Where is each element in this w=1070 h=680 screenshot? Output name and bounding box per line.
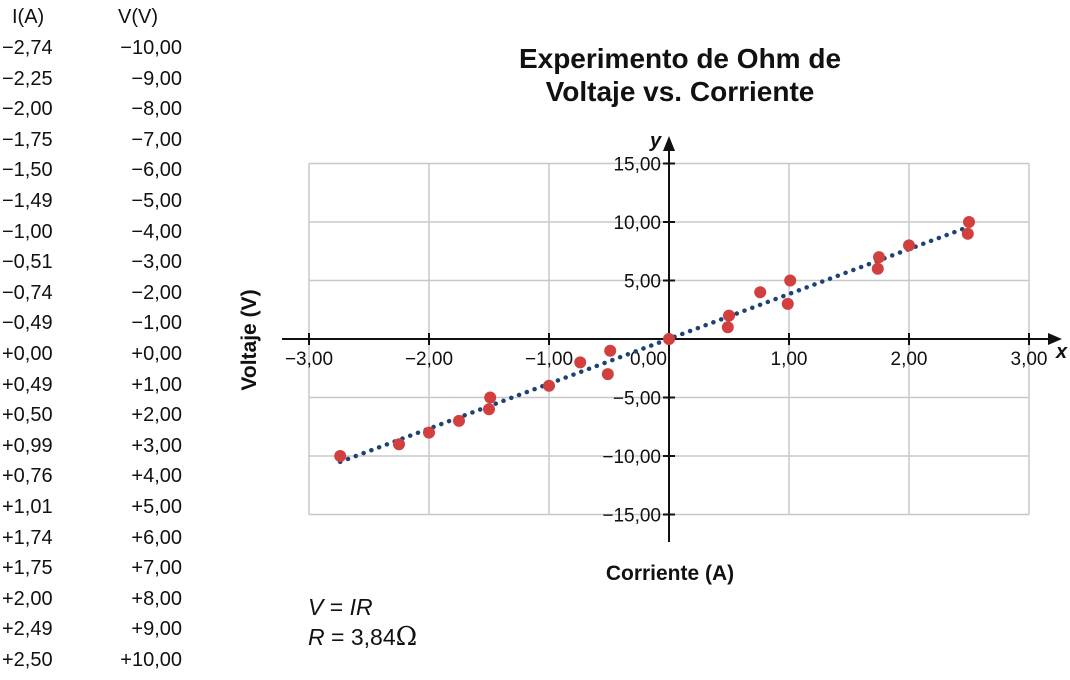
data-point xyxy=(721,321,734,334)
cell-current: −1,75 xyxy=(2,128,53,151)
data-point xyxy=(663,333,675,345)
y-axis-label: Voltaje (V) xyxy=(238,289,261,391)
cell-voltage: +3,00 xyxy=(131,434,182,457)
cell-current: +0,99 xyxy=(2,434,53,457)
x-axis-label: Corriente (A) xyxy=(605,562,735,585)
cell-voltage: −3,00 xyxy=(131,251,182,274)
trend-line xyxy=(337,224,972,465)
cell-voltage: +2,00 xyxy=(131,404,182,427)
x-axis-arrow-icon xyxy=(1048,333,1062,345)
header-voltage: V(V) xyxy=(118,6,158,28)
cell-current: +2,00 xyxy=(2,587,53,610)
cell-voltage: −9,00 xyxy=(131,67,182,90)
cell-voltage: −6,00 xyxy=(131,159,182,182)
cell-voltage: −4,00 xyxy=(131,220,182,243)
cell-current: −0,51 xyxy=(2,251,53,274)
data-point xyxy=(903,239,915,252)
x-tick-label: −3,00 xyxy=(285,349,333,370)
cell-voltage: +7,00 xyxy=(131,557,182,580)
cell-current: −1,49 xyxy=(2,190,53,212)
cell-current: +1,01 xyxy=(2,496,53,518)
data-point xyxy=(423,426,435,439)
data-point xyxy=(574,356,587,369)
cell-current: +0,76 xyxy=(2,465,53,488)
x-tick-label: 0,00 xyxy=(630,349,667,370)
data-point xyxy=(453,414,465,427)
cell-voltage: −7,00 xyxy=(131,128,182,151)
data-point xyxy=(963,216,975,228)
cell-voltage: +0,00 xyxy=(131,343,182,365)
cell-current: −1,50 xyxy=(2,159,53,182)
data-point xyxy=(754,286,767,299)
data-point xyxy=(871,262,884,275)
x-tick-label: 2,00 xyxy=(891,349,928,370)
data-point xyxy=(543,379,555,392)
data-point xyxy=(781,297,794,310)
cell-voltage: +4,00 xyxy=(131,465,182,488)
data-point xyxy=(784,274,797,287)
trend-line-dotted xyxy=(337,224,972,465)
cell-current: +2,49 xyxy=(2,618,53,641)
x-tick-label: −1,00 xyxy=(525,349,573,370)
y-axis-arrow-icon xyxy=(663,136,675,151)
cell-voltage: −1,00 xyxy=(131,312,182,335)
cell-voltage: +9,00 xyxy=(131,618,182,641)
data-point xyxy=(961,227,974,240)
cell-current: +0,00 xyxy=(2,343,53,365)
x-tick-label: −2,00 xyxy=(405,349,453,370)
y-tick-label: 5,00 xyxy=(624,272,661,293)
data-point xyxy=(873,251,885,264)
data-point xyxy=(604,344,617,357)
cell-voltage: −5,00 xyxy=(131,190,182,212)
cell-voltage: −8,00 xyxy=(131,98,182,121)
y-tick-label: −10,00 xyxy=(602,447,661,468)
y-axis-letter: y xyxy=(649,130,662,152)
cell-current: +0,49 xyxy=(2,373,53,396)
cell-voltage: +1,00 xyxy=(131,373,182,396)
cell-current: +2,50 xyxy=(2,649,53,671)
data-point xyxy=(601,368,614,381)
tick-labels: −3,00 −2,00 −1,00 0,00 1,00 2,00 3,00 15,00 10,0… xyxy=(285,155,1048,527)
cell-current: −1,00 xyxy=(2,220,53,243)
data-point xyxy=(334,450,347,462)
header-current: I(A) xyxy=(12,6,45,28)
cell-voltage: +6,00 xyxy=(131,526,182,549)
data-point xyxy=(484,391,497,404)
x-tick-label: 1,00 xyxy=(771,349,808,370)
y-tick-label: 15,00 xyxy=(613,155,661,176)
cell-current: +1,75 xyxy=(2,557,53,580)
cell-voltage: −2,00 xyxy=(131,281,182,304)
cell-current: −2,74 xyxy=(2,37,53,59)
cell-current: +1,74 xyxy=(2,526,53,549)
ohm-symbol: Ω xyxy=(395,622,418,652)
cell-voltage: +10,00 xyxy=(120,649,182,671)
y-tick-label: −5,00 xyxy=(613,389,661,410)
cell-current: −0,74 xyxy=(2,281,53,304)
formula-ohms-law: V = IR xyxy=(308,594,373,620)
cell-current: −0,49 xyxy=(2,312,53,335)
cell-current: +0,50 xyxy=(2,404,53,427)
chart-title: Experimento de Ohm de Voltaje vs. Corrie… xyxy=(518,43,842,107)
cell-current: −2,00 xyxy=(2,98,53,121)
data-point xyxy=(483,403,495,416)
cell-current: −2,25 xyxy=(2,67,53,90)
data-point xyxy=(393,438,405,451)
cell-voltage: +8,00 xyxy=(131,587,182,610)
formula-resistance: R = 3,84Ω xyxy=(308,622,418,652)
cell-voltage: +5,00 xyxy=(131,496,182,518)
x-axis-letter: x xyxy=(1055,341,1068,363)
y-tick-label: −15,00 xyxy=(602,506,661,527)
y-tick-label: 10,00 xyxy=(613,213,661,234)
data-points xyxy=(334,216,975,462)
cell-voltage: −10,00 xyxy=(120,37,182,59)
data-point xyxy=(723,309,735,322)
x-tick-label: 3,00 xyxy=(1011,349,1048,370)
